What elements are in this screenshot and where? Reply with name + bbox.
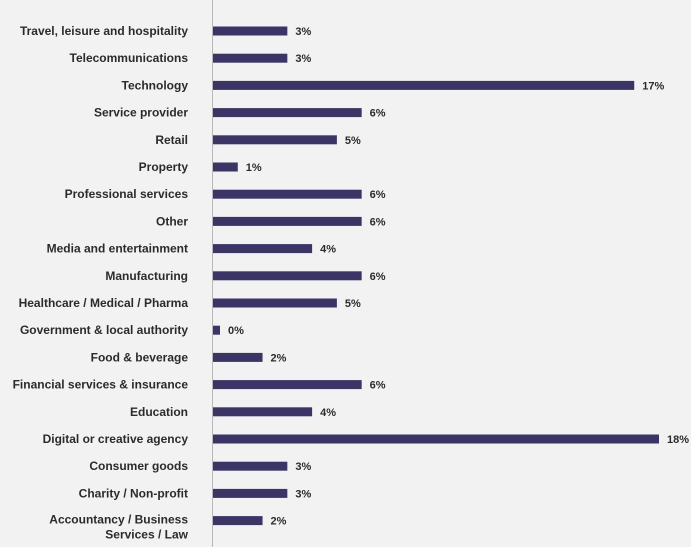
category-label-line: Services / Law bbox=[105, 528, 188, 542]
bar bbox=[213, 380, 362, 390]
category-label: Education bbox=[130, 405, 188, 419]
category-label: Service provider bbox=[94, 106, 188, 120]
category-label-line: Accountancy / Business bbox=[49, 513, 188, 527]
category-label-line: Telecommunications bbox=[70, 51, 189, 65]
value-label: 6% bbox=[370, 380, 386, 392]
bar bbox=[213, 407, 313, 417]
value-label: 6% bbox=[370, 271, 386, 283]
category-label: Healthcare / Medical / Pharma bbox=[19, 296, 189, 310]
bar bbox=[213, 298, 337, 308]
value-label: 5% bbox=[345, 135, 361, 147]
value-label: 2% bbox=[271, 352, 287, 364]
bar bbox=[213, 53, 288, 63]
category-label-line: Professional services bbox=[65, 187, 189, 201]
bar bbox=[213, 189, 362, 199]
bar bbox=[213, 216, 362, 226]
bar bbox=[213, 135, 337, 145]
category-label-line: Charity / Non-profit bbox=[79, 486, 188, 500]
category-label: Government & local authority bbox=[20, 323, 188, 337]
bar bbox=[213, 80, 635, 90]
category-label: Property bbox=[139, 160, 189, 174]
value-label: 3% bbox=[295, 461, 311, 473]
category-label-line: Property bbox=[139, 160, 189, 174]
category-label: Charity / Non-profit bbox=[79, 486, 188, 500]
category-label: Food & beverage bbox=[91, 350, 189, 364]
value-label: 3% bbox=[295, 488, 311, 500]
value-label: 0% bbox=[228, 325, 244, 337]
value-label: 6% bbox=[370, 216, 386, 228]
category-label-line: Other bbox=[156, 214, 188, 228]
bar bbox=[213, 108, 362, 118]
category-label-line: Government & local authority bbox=[20, 323, 188, 337]
bar bbox=[213, 162, 238, 172]
category-label: Professional services bbox=[65, 187, 189, 201]
value-label: 18% bbox=[667, 434, 689, 446]
category-label-line: Consumer goods bbox=[89, 459, 188, 473]
category-label: Telecommunications bbox=[70, 51, 189, 65]
category-label: Media and entertainment bbox=[47, 242, 188, 256]
bar bbox=[213, 434, 659, 444]
bar bbox=[213, 325, 220, 335]
category-label: Travel, leisure and hospitality bbox=[20, 24, 188, 38]
category-label: Accountancy / Business Services / Law bbox=[49, 513, 188, 542]
bar bbox=[213, 26, 288, 36]
value-label: 4% bbox=[320, 407, 336, 419]
category-label-line: Education bbox=[130, 405, 188, 419]
value-label: 1% bbox=[246, 162, 262, 174]
value-label: 3% bbox=[295, 26, 311, 38]
category-label-line: Travel, leisure and hospitality bbox=[20, 24, 188, 38]
category-label: Retail bbox=[155, 133, 188, 147]
category-label: Other bbox=[156, 214, 188, 228]
category-label-line: Manufacturing bbox=[105, 269, 188, 283]
value-label: 5% bbox=[345, 298, 361, 310]
value-label: 17% bbox=[642, 80, 664, 92]
bar bbox=[213, 516, 263, 526]
value-label: 2% bbox=[271, 516, 287, 528]
bar bbox=[213, 271, 362, 281]
value-label: 4% bbox=[320, 244, 336, 256]
bar bbox=[213, 352, 263, 362]
category-label-line: Service provider bbox=[94, 106, 188, 120]
category-label: Financial services & insurance bbox=[13, 378, 189, 392]
category-label: Consumer goods bbox=[89, 459, 188, 473]
bar bbox=[213, 488, 288, 498]
category-label-line: Technology bbox=[122, 78, 189, 92]
value-label: 6% bbox=[370, 108, 386, 120]
category-label-line: Retail bbox=[155, 133, 188, 147]
value-label: 6% bbox=[370, 189, 386, 201]
category-label-line: Media and entertainment bbox=[47, 242, 188, 256]
category-label: Technology bbox=[122, 78, 189, 92]
category-label-line: Digital or creative agency bbox=[43, 432, 189, 446]
category-label-line: Food & beverage bbox=[91, 350, 189, 364]
category-label: Digital or creative agency bbox=[43, 432, 189, 446]
category-label-line: Healthcare / Medical / Pharma bbox=[19, 296, 189, 310]
bar bbox=[213, 461, 288, 471]
value-label: 3% bbox=[295, 53, 311, 65]
category-label-line: Financial services & insurance bbox=[13, 378, 189, 392]
bar bbox=[213, 244, 313, 254]
category-label: Manufacturing bbox=[105, 269, 188, 283]
